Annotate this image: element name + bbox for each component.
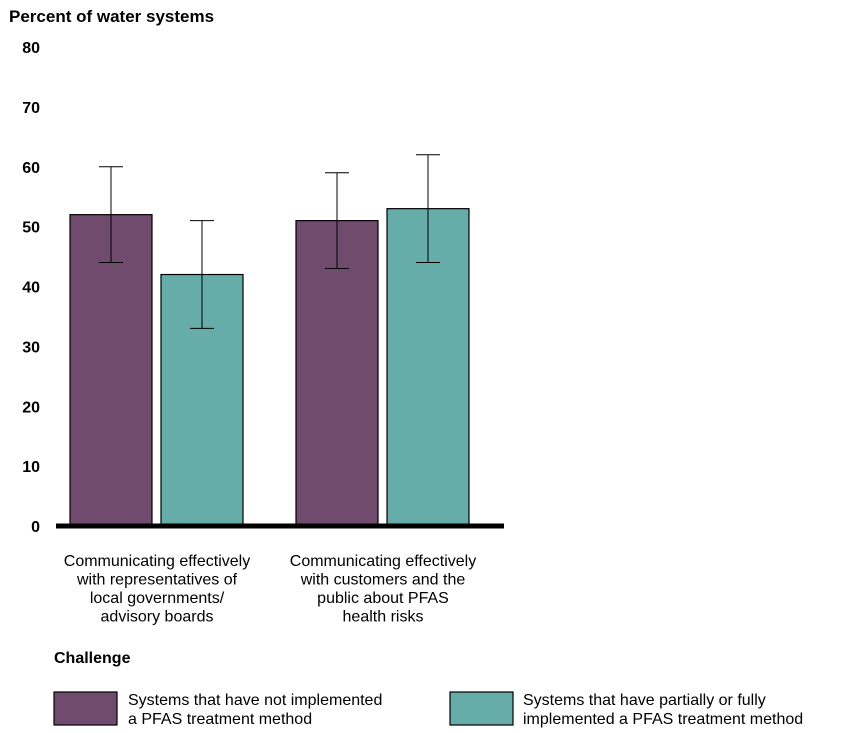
legend: Systems that have not implemented a PFAS …: [53, 691, 803, 728]
category-label: Communicating effectively with customers …: [290, 553, 476, 626]
error-bar: [190, 220, 214, 329]
x-axis-label: Challenge: [54, 650, 131, 667]
bar: [69, 214, 153, 527]
error-bars: [99, 154, 440, 329]
bars: [69, 208, 470, 527]
y-axis-ticks: 0 10 20 30 40 50 60 70 80: [22, 40, 40, 536]
error-bar: [416, 154, 440, 264]
legend-item: Systems that have partially or fully impl…: [449, 691, 803, 728]
legend-swatch: [53, 691, 118, 726]
bar: [295, 220, 379, 527]
legend-label: Systems that have partially or fully impl…: [523, 692, 803, 728]
y-tick-label: 20: [22, 399, 40, 416]
y-tick-label: 0: [31, 519, 40, 536]
y-tick-label: 60: [22, 160, 40, 177]
y-tick-label: 50: [22, 220, 40, 237]
legend-swatch: [449, 691, 514, 726]
legend-item: Systems that have not implemented a PFAS …: [53, 691, 382, 728]
category-label: Communicating effectively with representa…: [64, 553, 250, 626]
error-bar: [99, 166, 123, 264]
y-axis-label: Percent of water systems: [9, 7, 214, 26]
y-tick-label: 40: [22, 280, 40, 297]
y-tick-label: 70: [22, 100, 40, 117]
category-labels: Communicating effectively with representa…: [64, 553, 476, 626]
y-tick-label: 30: [22, 339, 40, 356]
y-tick-label: 10: [22, 459, 40, 476]
legend-label: Systems that have not implemented a PFAS …: [128, 692, 382, 728]
error-bar: [325, 172, 349, 270]
y-tick-label: 80: [22, 40, 40, 57]
